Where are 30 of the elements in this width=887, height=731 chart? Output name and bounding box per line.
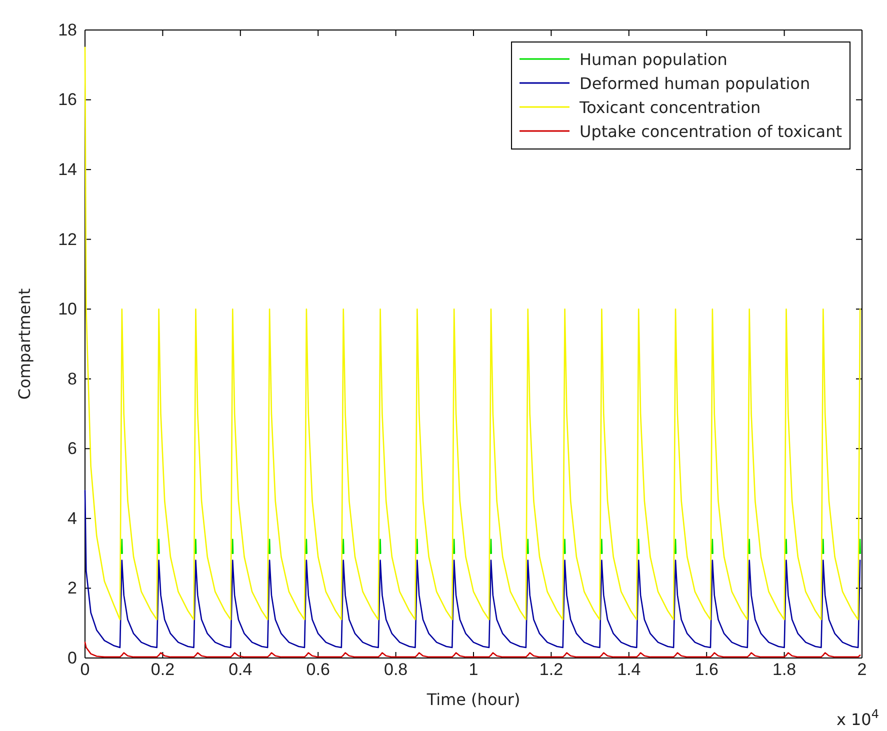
y-tick-label: 4: [68, 508, 77, 528]
legend-label: Deformed human population: [580, 74, 810, 93]
legend-label: Toxicant concentration: [578, 98, 761, 117]
line-series: [84, 490, 861, 648]
y-tick-label: 16: [58, 90, 77, 110]
x-tick-label: 0.6: [306, 660, 330, 680]
x-tick-label: 0.8: [384, 660, 408, 680]
y-tick-label: 12: [58, 230, 77, 249]
x-tick-label: 0: [80, 660, 90, 680]
x-tick-label: 1: [468, 660, 478, 680]
x-tick-label: 0.4: [228, 660, 252, 680]
x-tick-label: 1.4: [617, 660, 641, 680]
x-tick-label: 1.8: [772, 660, 796, 680]
x-tick-label: 1.2: [539, 660, 564, 680]
y-tick-label: 14: [58, 160, 77, 179]
y-tick-label: 18: [58, 20, 77, 40]
text: x 10$^{4}$: [836, 707, 879, 729]
x-tick-label: 1.6: [694, 660, 718, 680]
y-tick-label: 8: [68, 369, 77, 388]
y-tick-label: 6: [68, 439, 77, 458]
y-tick-label: 0: [68, 648, 77, 668]
x-tick-label: 2: [857, 660, 867, 680]
x-tick-label: 0.2: [150, 660, 175, 680]
legend-label: Human population: [580, 50, 728, 69]
x-axis-title: Time (hour): [426, 690, 520, 709]
y-axis-title: Compartment: [15, 288, 34, 400]
line-series: [84, 46, 861, 620]
y-tick-label: 10: [58, 300, 77, 319]
y-tick-label: 2: [68, 578, 77, 598]
legend-label: Uptake concentration of toxicant: [580, 122, 842, 141]
